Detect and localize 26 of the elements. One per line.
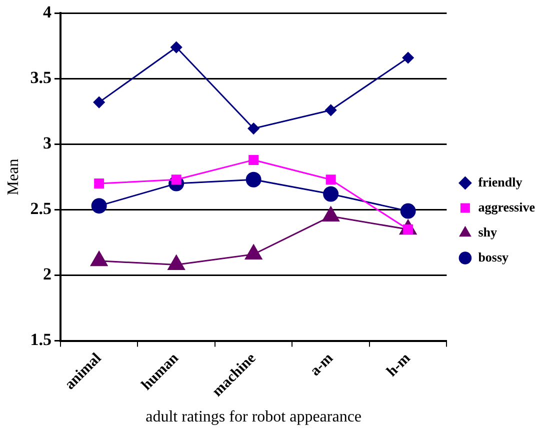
y-axis-title: Mean: [4, 158, 22, 196]
legend-label: bossy: [478, 249, 510, 264]
y-tick-label: 3: [42, 134, 52, 153]
point: [326, 174, 336, 185]
point: [248, 154, 259, 165]
legend-label: friendly: [478, 174, 523, 190]
y-tick-label: 2.5: [30, 199, 52, 218]
point: [323, 186, 339, 202]
y-tick-label: 1.5: [30, 330, 52, 350]
point: [248, 122, 260, 134]
point: [246, 172, 262, 188]
point: [400, 203, 416, 219]
point: [93, 96, 105, 108]
legend-label: shy: [478, 224, 498, 240]
point: [91, 198, 107, 214]
x-tick-label: a-m: [307, 350, 337, 380]
point: [402, 52, 414, 64]
y-tick-label: 2: [42, 264, 52, 284]
point: [325, 104, 337, 116]
legend-label: aggressive: [478, 199, 536, 214]
y-tick-label: 3.5: [30, 68, 52, 88]
x-axis-title: adult ratings for robot appearance: [146, 408, 362, 426]
point: [170, 42, 182, 54]
x-tick-label: h-m: [384, 350, 414, 380]
y-tick-label: 4: [42, 2, 52, 22]
point: [94, 178, 104, 189]
